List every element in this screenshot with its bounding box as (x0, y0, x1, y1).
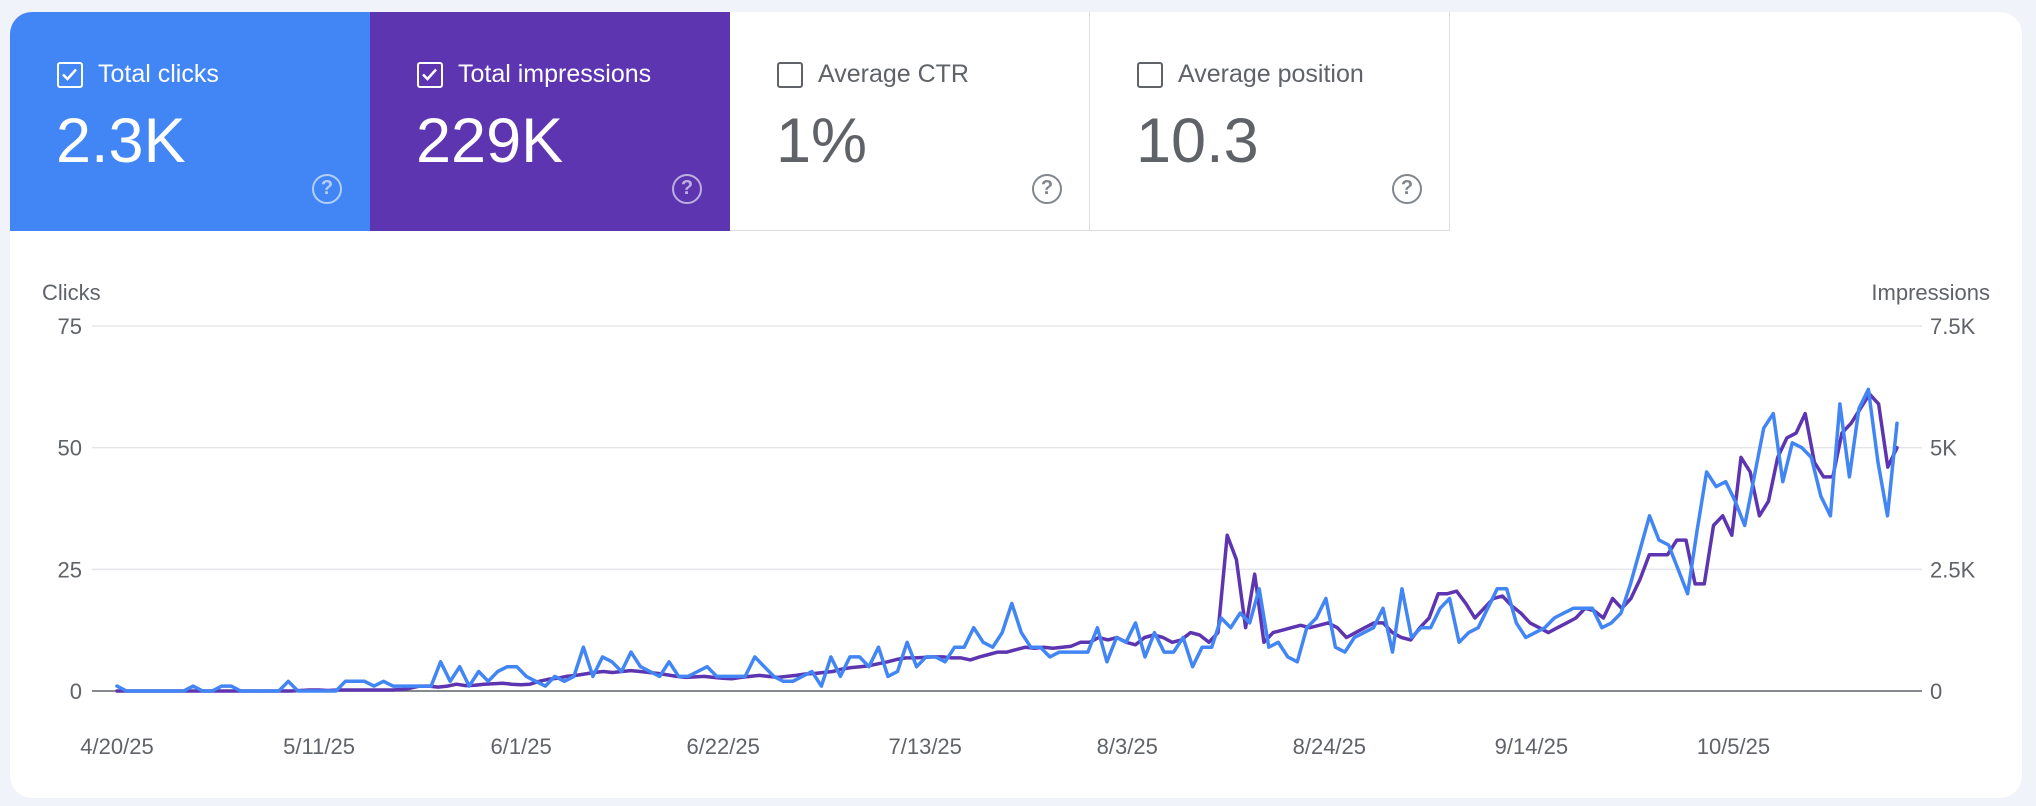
metric-value: 2.3K (56, 106, 186, 176)
help-icon[interactable]: ? (1392, 174, 1422, 204)
y-tick-label: 75 (58, 314, 82, 339)
x-tick-label: 5/11/25 (283, 734, 355, 759)
x-tick-label: 8/24/25 (1293, 734, 1366, 759)
checkbox-average-ctr[interactable] (777, 62, 803, 88)
y-tick-label: 25 (58, 557, 82, 582)
x-tick-label: 9/14/25 (1495, 734, 1568, 759)
metric-cards: Total clicks 2.3K ? Total impressions 22… (10, 12, 1450, 231)
y-tick-label: 0 (70, 679, 82, 704)
metric-card-total-clicks[interactable]: Total clicks 2.3K ? (10, 12, 370, 231)
performance-panel: Total clicks 2.3K ? Total impressions 22… (10, 12, 2022, 798)
y2-tick-label: 2.5K (1930, 557, 1976, 582)
x-tick-label: 6/22/25 (686, 734, 759, 759)
y2-tick-label: 5K (1930, 436, 1957, 461)
metric-label: Average CTR (818, 60, 969, 88)
metric-value: 229K (416, 106, 564, 176)
y2-tick-label: 7.5K (1930, 314, 1976, 339)
metric-card-total-impressions[interactable]: Total impressions 229K ? (370, 12, 730, 231)
help-icon[interactable]: ? (672, 174, 702, 204)
x-tick-label: 7/13/25 (889, 734, 962, 759)
metric-value: 1% (776, 106, 868, 176)
series-line-clicks (115, 387, 1899, 693)
metric-label: Total clicks (98, 60, 219, 88)
metric-value: 10.3 (1136, 106, 1259, 176)
series-line-impressions (115, 392, 1899, 693)
x-tick-label: 8/3/25 (1097, 734, 1158, 759)
checkbox-total-clicks[interactable] (57, 62, 83, 88)
x-tick-label: 6/1/25 (491, 734, 552, 759)
y-axis-title-impressions: Impressions (1871, 280, 1990, 305)
checkbox-total-impressions[interactable] (417, 62, 443, 88)
metric-card-average-position[interactable]: Average position 10.3 ? (1090, 12, 1450, 231)
help-icon[interactable]: ? (312, 174, 342, 204)
y-tick-label: 50 (58, 436, 82, 461)
x-tick-label: 4/20/25 (80, 734, 153, 759)
metric-label: Average position (1178, 60, 1364, 88)
y-axis-title-clicks: Clicks (42, 280, 101, 305)
metric-label: Total impressions (458, 60, 652, 88)
help-icon[interactable]: ? (1032, 174, 1062, 204)
metric-card-average-ctr[interactable]: Average CTR 1% ? (730, 12, 1090, 231)
x-tick-label: 10/5/25 (1697, 734, 1770, 759)
y2-tick-label: 0 (1930, 679, 1942, 704)
line-chart: 0 0 25 2.5K 50 5K 75 7.5K 4/20/25 5/11/25 6/1/25 6/… (58, 314, 1976, 759)
checkbox-average-position[interactable] (1137, 62, 1163, 88)
